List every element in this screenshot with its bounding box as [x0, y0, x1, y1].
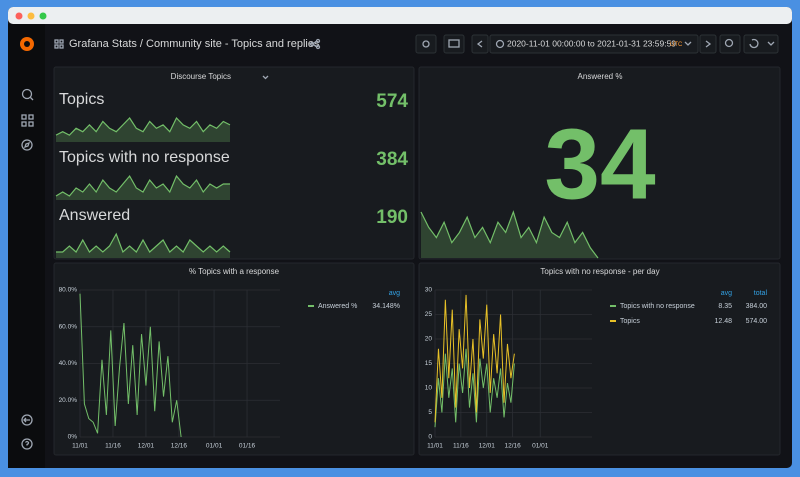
y-tick-label: 60.0% [59, 323, 78, 330]
legend-header: avg [721, 290, 732, 297]
y-tick-label: 0 [428, 434, 432, 441]
legend-label: Topics [620, 318, 640, 325]
sign-in-icon[interactable] [21, 414, 33, 426]
stat-value: 190 [376, 207, 408, 228]
y-tick-label: 80.0% [59, 287, 78, 294]
sparkline [55, 116, 231, 136]
panel [418, 66, 781, 260]
sparkline-fill [56, 176, 230, 200]
y-tick-label: 10 [425, 385, 433, 392]
legend-header: total [754, 290, 768, 297]
dashboard-title[interactable]: Grafana Stats / Community site - Topics … [69, 38, 320, 50]
panel-title: Discourse Topics [171, 72, 231, 81]
y-tick-label: 25 [425, 311, 433, 318]
explore-icon[interactable] [21, 139, 33, 151]
legend-value: 12.48 [714, 318, 732, 325]
x-tick-label: 11/01 [72, 443, 88, 450]
legend-label: Topics with no response [620, 303, 695, 310]
grafana-logo[interactable] [20, 37, 34, 51]
x-tick-label: 01/01 [206, 443, 223, 450]
tv-mode-button[interactable] [443, 34, 465, 54]
x-tick-label: 12/16 [504, 443, 521, 450]
time-back-button[interactable] [471, 34, 489, 54]
sparkline-fill [56, 234, 230, 258]
search-icon[interactable] [21, 88, 34, 101]
sidebar [8, 24, 45, 468]
stat-value: 34 [544, 108, 656, 220]
title-bar [8, 7, 792, 24]
legend-label: Answered % [318, 303, 357, 310]
panel-title: Answered % [578, 72, 623, 81]
close-dot[interactable] [15, 12, 23, 20]
time-forward-button[interactable] [699, 34, 717, 54]
share-icon[interactable] [309, 38, 321, 50]
stat-name: Topics with no response [59, 149, 230, 166]
x-tick-label: 12/01 [479, 443, 496, 450]
stat-value: 384 [376, 149, 408, 170]
panel-title: Topics with no response - per day [540, 267, 659, 276]
x-tick-label: 01/16 [239, 443, 256, 450]
y-tick-label: 0% [68, 434, 78, 441]
x-tick-label: 11/16 [453, 443, 469, 450]
stat-name: Answered [59, 207, 130, 224]
sparkline-fill [421, 212, 598, 258]
maximize-dot[interactable] [39, 12, 47, 20]
x-tick-label: 12/01 [138, 443, 155, 450]
y-tick-label: 40.0% [59, 360, 78, 367]
y-tick-label: 20 [425, 336, 433, 343]
time-picker[interactable] [489, 34, 699, 54]
panel-title: % Topics with a response [189, 267, 280, 276]
legend-header: avg [389, 290, 400, 297]
sparkline [420, 210, 599, 259]
minimize-dot[interactable] [27, 12, 35, 20]
y-tick-label: 5 [428, 409, 432, 416]
series-line [434, 294, 515, 423]
dashboard-grid-icon[interactable] [54, 39, 64, 49]
y-tick-label: 30 [425, 287, 433, 294]
settings-button[interactable] [415, 34, 437, 54]
dashboards-icon[interactable] [21, 114, 34, 127]
legend-value: 574.00 [746, 318, 768, 325]
x-tick-label: 11/16 [105, 443, 121, 450]
x-tick-label: 11/01 [427, 443, 443, 450]
stat-name: Topics [59, 91, 104, 108]
panel [53, 262, 415, 456]
sparkline [55, 174, 230, 197]
panel-menu-chevron[interactable] [262, 75, 269, 80]
stat-value: 574 [376, 91, 408, 112]
sparkline-fill [56, 118, 230, 142]
panel [53, 66, 415, 260]
x-tick-label: 01/01 [532, 443, 549, 450]
y-tick-label: 20.0% [59, 397, 78, 404]
legend-value: 34.148% [372, 303, 400, 310]
series-line [79, 293, 182, 438]
timezone: UTC [670, 42, 683, 48]
legend-value: 8.35 [718, 303, 732, 310]
series-line [434, 348, 515, 428]
sparkline [56, 232, 231, 254]
panel [418, 262, 781, 456]
toolbar [415, 34, 779, 54]
x-tick-label: 12/16 [171, 443, 188, 450]
legend-value: 384.00 [746, 303, 768, 310]
y-tick-label: 15 [425, 360, 433, 367]
time-range[interactable]: 2020-11-01 00:00:00 to 2021-01-31 23:59:… [507, 38, 676, 48]
help-icon[interactable] [21, 438, 33, 450]
zoom-out-button[interactable] [719, 34, 741, 54]
